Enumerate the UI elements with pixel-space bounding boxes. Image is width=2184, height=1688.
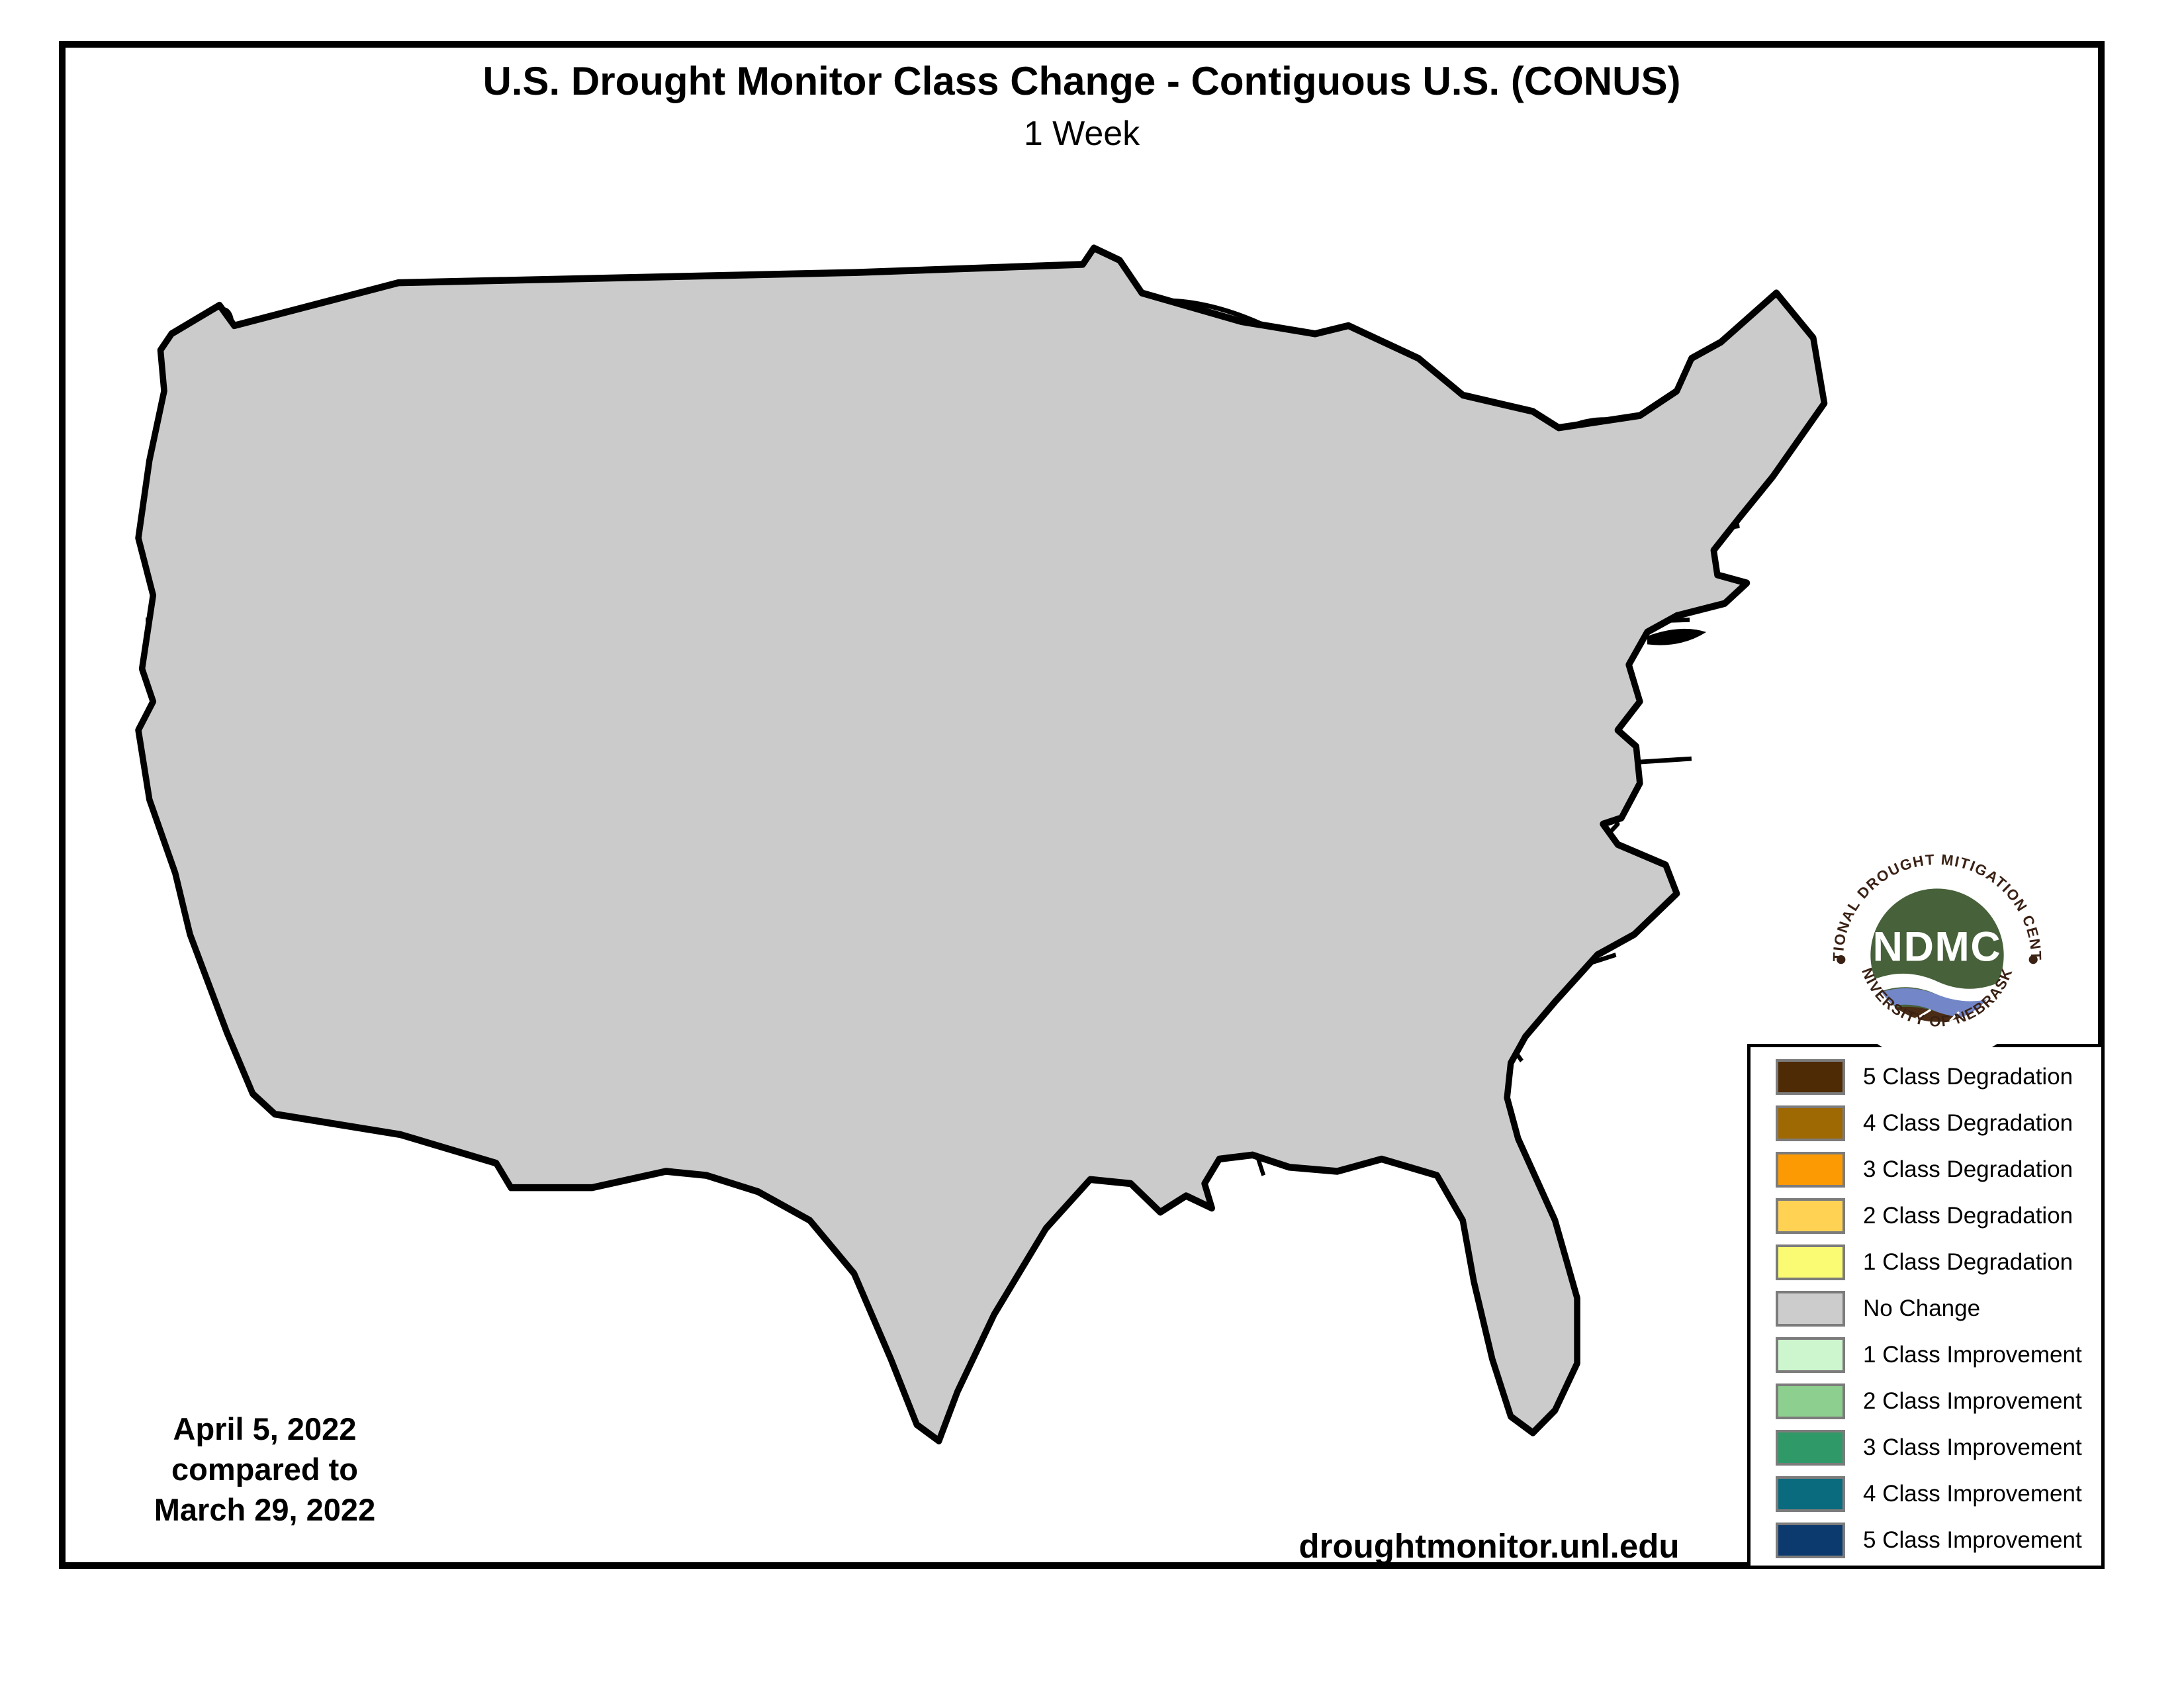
- logo-wave-white: [1870, 973, 2004, 1003]
- legend-label: 5 Class Degradation: [1863, 1064, 2073, 1090]
- legend-label: 4 Class Improvement: [1863, 1481, 2082, 1507]
- logo-center-text: NDMC: [1873, 923, 2002, 970]
- website-text: droughtmonitor.unl.edu: [1298, 1527, 1680, 1565]
- legend-row: 4 Class Improvement: [1776, 1471, 2101, 1517]
- legend-row: 3 Class Degradation: [1776, 1147, 2101, 1193]
- map-subtitle: 1 Week: [1023, 115, 1140, 153]
- legend-row: 4 Class Degradation: [1776, 1100, 2101, 1147]
- legend-row: 5 Class Improvement: [1776, 1517, 2101, 1564]
- long-island: [1647, 628, 1707, 645]
- legend-row: No Change: [1776, 1286, 2101, 1332]
- legend-swatch: [1776, 1059, 1845, 1095]
- legend-swatch: [1776, 1523, 1845, 1558]
- legend-label: 1 Class Degradation: [1863, 1249, 2073, 1275]
- legend-swatch: [1776, 1337, 1845, 1373]
- legend-label: 2 Class Improvement: [1863, 1388, 2082, 1414]
- date-note: April 5, 2022 compared to March 29, 2022: [66, 1409, 463, 1530]
- date-line-1: April 5, 2022: [173, 1411, 357, 1446]
- legend-swatch: [1776, 1476, 1845, 1512]
- legend-swatch: [1776, 1152, 1845, 1188]
- legend-row: 2 Class Degradation: [1776, 1193, 2101, 1239]
- legend-label: No Change: [1863, 1295, 1981, 1321]
- logo-side-dot-right: [2028, 955, 2038, 964]
- conus-outline: [138, 248, 1825, 1441]
- date-line-2: compared to: [171, 1452, 359, 1487]
- legend-label: 5 Class Improvement: [1863, 1527, 2082, 1553]
- legend-swatch: [1776, 1430, 1845, 1466]
- legend: 5 Class Degradation 4 Class Degradation …: [1747, 1044, 2105, 1569]
- legend-row: 3 Class Improvement: [1776, 1425, 2101, 1471]
- date-line-3: March 29, 2022: [154, 1492, 376, 1527]
- ndmc-logo: NDMC NATIONAL DROUGHT MITIGATION CENTER …: [1828, 846, 2044, 1062]
- map-title: U.S. Drought Monitor Class Change - Cont…: [482, 59, 1681, 103]
- legend-row: 5 Class Degradation: [1776, 1054, 2101, 1100]
- legend-label: 2 Class Degradation: [1863, 1203, 2073, 1229]
- legend-row: 1 Class Degradation: [1776, 1239, 2101, 1286]
- legend-swatch: [1776, 1291, 1845, 1327]
- legend-label: 3 Class Improvement: [1863, 1434, 2082, 1460]
- legend-label: 3 Class Degradation: [1863, 1156, 2073, 1182]
- legend-label: 4 Class Degradation: [1863, 1110, 2073, 1136]
- legend-row: 2 Class Improvement: [1776, 1378, 2101, 1425]
- legend-swatch: [1776, 1198, 1845, 1234]
- legend-swatch: [1776, 1105, 1845, 1141]
- legend-row: 1 Class Improvement: [1776, 1332, 2101, 1378]
- conus-map: [113, 232, 1846, 1470]
- legend-swatch: [1776, 1244, 1845, 1280]
- legend-swatch: [1776, 1383, 1845, 1419]
- legend-label: 1 Class Improvement: [1863, 1342, 2082, 1368]
- logo-side-dot-left: [1837, 955, 1846, 964]
